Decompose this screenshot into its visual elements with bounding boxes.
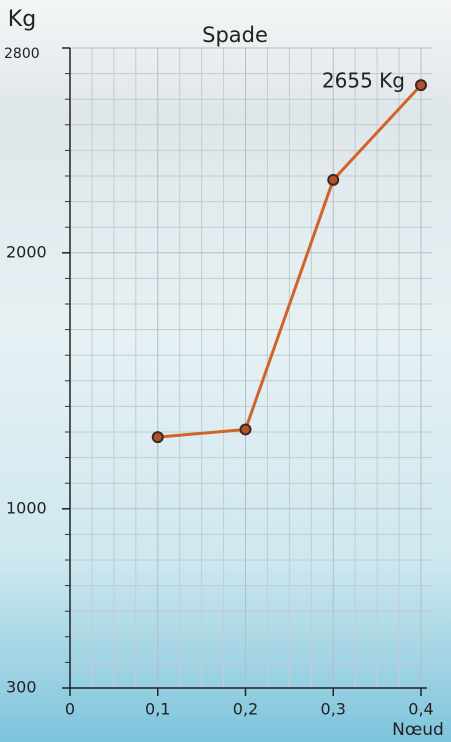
y-tick-label: 2000 xyxy=(6,242,47,261)
y-axis-label: Kg xyxy=(8,7,36,32)
y-tick-label: 1000 xyxy=(6,498,47,517)
x-axis-label: Nœud xyxy=(392,720,444,740)
data-point xyxy=(239,423,252,436)
data-point xyxy=(415,79,427,92)
data-point xyxy=(327,173,340,186)
chart-title: Spade xyxy=(202,23,268,47)
x-tick-label: 0,3 xyxy=(321,700,346,719)
x-tick-label: 0,2 xyxy=(233,700,258,719)
x-tick-label: 0,4 xyxy=(408,700,433,719)
x-tick-label: 0 xyxy=(65,700,75,719)
x-tick-label: 0,1 xyxy=(145,700,170,719)
y-tick-label: 300 xyxy=(6,678,37,697)
value-label: 2655 Kg xyxy=(322,69,405,93)
data-line xyxy=(157,84,423,439)
y-tick-label: 2800 xyxy=(4,46,40,62)
data-point xyxy=(151,431,164,444)
